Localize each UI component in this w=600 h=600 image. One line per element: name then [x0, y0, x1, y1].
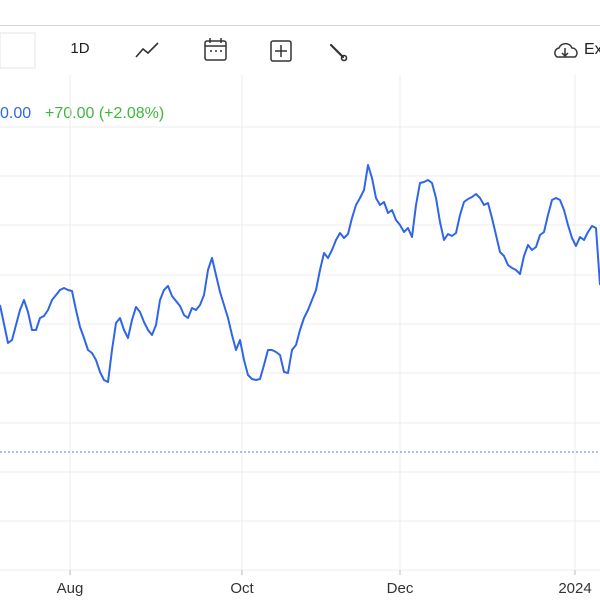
line-type-icon[interactable]: [135, 42, 159, 58]
quote-change: +70.00 (+2.08%): [45, 105, 164, 122]
x-tick-label: Aug: [57, 580, 84, 597]
tools-icon[interactable]: [329, 43, 348, 62]
symbol-input[interactable]: [0, 32, 36, 69]
quote-price: 0.00: [0, 105, 31, 122]
export-button[interactable]: Ex: [584, 41, 600, 58]
interval-button[interactable]: 1D: [70, 40, 89, 57]
x-tick-label: 2024: [558, 580, 591, 597]
price-line: [0, 164, 600, 383]
x-tick-label: Oct: [230, 580, 254, 597]
calendar-icon[interactable]: [204, 38, 227, 61]
export-icon[interactable]: [554, 42, 578, 58]
add-indicator-icon[interactable]: [270, 40, 292, 62]
x-tick-label: Dec: [387, 580, 414, 597]
